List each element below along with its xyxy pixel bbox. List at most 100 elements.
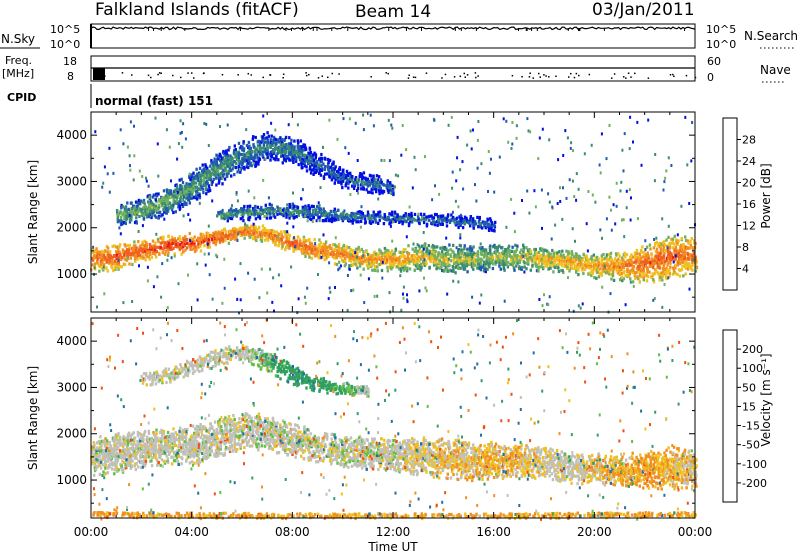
power-cell-b0 (479, 246, 481, 249)
power-scatter-cell (438, 193, 440, 196)
power-scatter-cell (572, 149, 574, 152)
power-scatter-cell (169, 146, 171, 149)
power-cell-b0 (145, 241, 147, 244)
power-cell-b0 (420, 266, 422, 269)
power-scatter-cell (94, 266, 96, 269)
power-scatter-cell (390, 225, 392, 228)
power-scatter-cell (266, 292, 268, 295)
power-cell-b2 (281, 213, 283, 216)
power-cell-b0 (250, 225, 252, 228)
power-cell-b0 (152, 240, 154, 243)
power-cell-b0 (541, 248, 543, 251)
power-scatter-cell (653, 238, 655, 241)
power-cell-b0 (320, 241, 322, 244)
power-scatter-cell (559, 200, 561, 203)
power-cell-b0 (275, 243, 277, 246)
power-scatter-cell (587, 249, 589, 252)
power-scatter-cell (578, 304, 580, 307)
nave-dot (533, 77, 535, 79)
power-scatter-cell (329, 213, 331, 216)
nave-dot (408, 77, 410, 79)
power-cell-b0 (428, 267, 430, 270)
power-scatter-cell (547, 303, 549, 306)
power-cell-b0 (575, 271, 577, 274)
power-cell-b1 (320, 174, 322, 177)
power-cell-b1 (392, 189, 394, 192)
power-scatter-cell (675, 254, 677, 257)
power-scatter-cell (626, 190, 628, 193)
power-cell-b0 (506, 254, 508, 257)
nave-dot (122, 72, 124, 74)
power-cell-b0 (567, 256, 569, 259)
power-scatter-cell (205, 123, 207, 126)
power-cell-b0 (511, 250, 513, 253)
power-scatter-cell (417, 243, 419, 246)
power-scatter-cell (236, 239, 238, 242)
power-cell-b2 (433, 216, 435, 219)
power-cell-b2 (255, 217, 257, 220)
power-cell-b0 (643, 270, 645, 273)
power-cell-b1 (263, 141, 265, 144)
power-cell-b0 (492, 267, 494, 270)
power-cell-b1 (269, 158, 271, 161)
power-cell-b1 (215, 177, 217, 180)
nave-dot (555, 76, 557, 78)
power-cell-b0 (626, 274, 628, 277)
power-cell-b0 (464, 244, 466, 247)
power-cell-b2 (320, 208, 322, 211)
power-scatter-cell (644, 248, 646, 251)
power-scatter-cell (455, 200, 457, 203)
power-cell-b0 (209, 245, 211, 248)
power-cell-b0 (400, 255, 402, 258)
power-cell-b2 (362, 212, 364, 215)
power-cell-b1 (351, 179, 353, 182)
power-cell-b0 (439, 247, 441, 250)
power-cell-b0 (345, 262, 347, 265)
power-scatter-cell (129, 154, 131, 157)
power-cell-b0 (492, 262, 494, 265)
power-cell-b0 (133, 240, 135, 243)
power-cell-b2 (265, 204, 267, 207)
power-cell-b0 (586, 257, 588, 260)
power-scatter-cell (241, 146, 243, 149)
power-scatter-cell (448, 258, 450, 261)
power-scatter-cell (514, 230, 516, 233)
power-scatter-cell (686, 163, 688, 166)
power-scatter-cell (205, 264, 207, 267)
power-scatter-cell (197, 298, 199, 301)
nave-dot (623, 76, 625, 78)
power-cell-b0 (598, 258, 600, 261)
power-cell-b1 (224, 178, 226, 181)
power-cell-b1 (251, 150, 253, 153)
power-cell-b1 (293, 145, 295, 148)
power-scatter-cell (533, 189, 535, 192)
power-cell-b0 (552, 270, 554, 273)
power-scatter-cell (274, 210, 276, 213)
power-scatter-cell (562, 186, 564, 189)
nave-dot (160, 73, 162, 75)
power-scatter-cell (423, 231, 425, 234)
power-scatter-cell (403, 297, 405, 300)
power-scatter-cell (181, 188, 183, 191)
power-cell-b2 (285, 213, 287, 216)
power-scatter-cell (228, 170, 230, 173)
power-scatter-cell (391, 127, 393, 130)
power-cell-b1 (318, 164, 320, 167)
power-scatter-cell (321, 169, 323, 172)
power-scatter-cell (280, 284, 282, 287)
power-cell-b0 (621, 276, 623, 279)
nave-dot (634, 73, 636, 75)
power-scatter-cell (157, 175, 159, 178)
freq-trace (91, 68, 696, 80)
power-scatter-cell (122, 142, 124, 145)
power-cell-b1 (309, 165, 311, 168)
power-cell-b2 (373, 211, 375, 214)
power-cell-b1 (292, 161, 294, 164)
power-scatter-cell (510, 198, 512, 201)
power-cell-b2 (468, 222, 470, 225)
power-cell-b1 (306, 169, 308, 172)
nave-dot (628, 72, 630, 74)
power-cell-b1 (135, 216, 137, 219)
nave-dot (172, 75, 174, 77)
power-cell-b0 (643, 278, 645, 281)
